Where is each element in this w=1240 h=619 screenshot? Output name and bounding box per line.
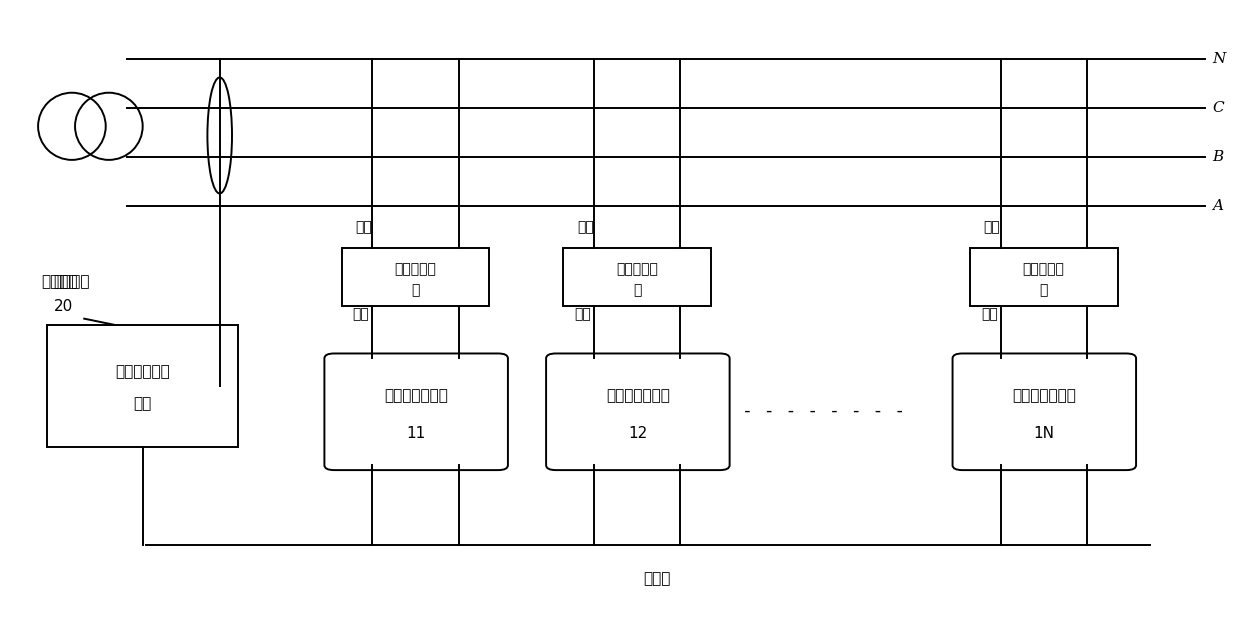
Text: 负荷控制装: 负荷控制装	[616, 262, 658, 275]
Text: 置: 置	[412, 284, 419, 297]
Text: C: C	[1213, 101, 1224, 115]
FancyBboxPatch shape	[952, 353, 1136, 470]
FancyBboxPatch shape	[342, 248, 490, 306]
Text: 单相: 单相	[574, 308, 591, 321]
Text: 单相交流充电桩: 单相交流充电桩	[384, 388, 448, 403]
Text: 单相交流充电桩: 单相交流充电桩	[606, 388, 670, 403]
FancyBboxPatch shape	[970, 248, 1117, 306]
Text: 后台配电监控: 后台配电监控	[115, 364, 170, 379]
Text: - - - - - - - -: - - - - - - - -	[742, 402, 905, 420]
Text: 通信线: 通信线	[644, 571, 671, 586]
Text: 负荷控制装: 负荷控制装	[1023, 262, 1065, 275]
Text: 负荷控制装: 负荷控制装	[394, 262, 436, 275]
Text: 单相: 单相	[981, 308, 998, 321]
Text: 三相: 三相	[355, 220, 372, 234]
Text: 单相: 单相	[352, 308, 370, 321]
Text: 11: 11	[407, 426, 425, 441]
Text: 总变压器: 总变压器	[53, 274, 91, 290]
Text: 单相交流充电桩: 单相交流充电桩	[1012, 388, 1076, 403]
Text: 置: 置	[1039, 284, 1048, 297]
Text: A: A	[1213, 199, 1224, 213]
FancyBboxPatch shape	[546, 353, 729, 470]
Text: N: N	[1213, 52, 1226, 66]
Text: 置: 置	[634, 284, 641, 297]
FancyBboxPatch shape	[563, 248, 712, 306]
Text: 总变压器: 总变压器	[41, 274, 78, 290]
Text: 1N: 1N	[1034, 426, 1055, 441]
FancyBboxPatch shape	[47, 325, 238, 447]
FancyBboxPatch shape	[325, 353, 508, 470]
Text: 三相: 三相	[577, 220, 594, 234]
Text: 12: 12	[629, 426, 647, 441]
Text: 三相: 三相	[983, 220, 1001, 234]
Text: B: B	[1213, 150, 1224, 164]
Text: 系统: 系统	[134, 397, 151, 412]
Text: 20: 20	[53, 299, 73, 314]
